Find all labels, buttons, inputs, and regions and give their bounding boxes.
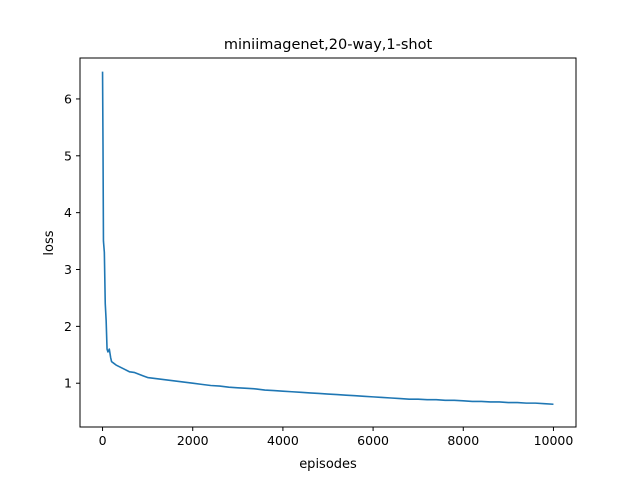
x-tick-label: 8000 [447,433,479,448]
x-tick-label: 10000 [534,433,574,448]
y-tick-label: 1 [64,376,72,391]
chart-title: miniimagenet,20-way,1-shot [224,37,433,53]
x-tick-label: 2000 [177,433,209,448]
y-axis-label: loss [42,230,57,255]
y-tick-label: 3 [64,262,72,277]
y-tick-label: 4 [64,205,72,220]
x-axis-label: episodes [299,457,357,472]
y-tick-label: 6 [64,91,72,106]
y-tick-label: 5 [64,148,72,163]
axes-frame [79,57,577,428]
y-tick-label: 2 [64,319,72,334]
axis-ticks: 0 2000 4000 6000 8000 10000 1 2 3 4 5 6 [64,91,573,448]
plot-area [101,71,554,406]
x-tick-label: 6000 [357,433,389,448]
x-tick-label: 0 [99,433,107,448]
loss-series-line [101,71,554,406]
x-tick-label: 4000 [267,433,299,448]
